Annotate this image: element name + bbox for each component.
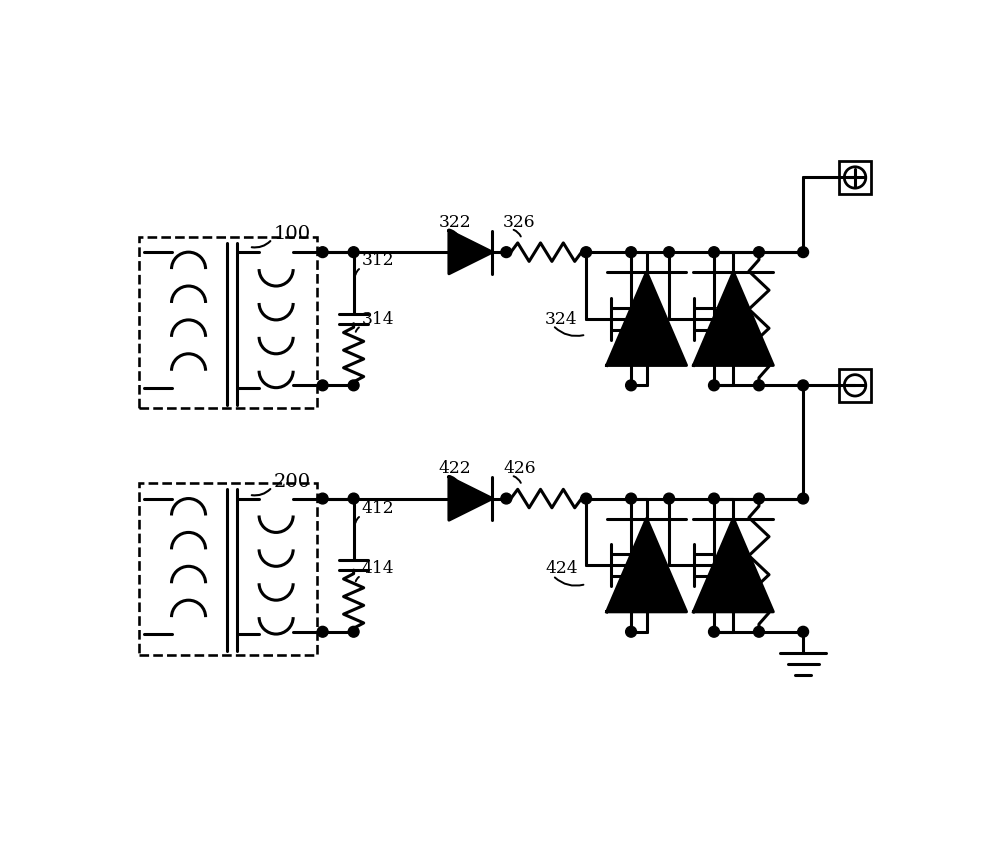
Circle shape [754, 626, 764, 638]
Text: 322: 322 [439, 213, 472, 230]
Circle shape [581, 246, 592, 258]
Text: 600: 600 [712, 555, 745, 572]
Text: 412: 412 [361, 500, 394, 517]
Circle shape [348, 493, 359, 504]
Circle shape [754, 380, 764, 391]
Circle shape [798, 380, 809, 391]
Circle shape [317, 380, 328, 391]
Circle shape [664, 493, 674, 504]
Polygon shape [607, 518, 686, 612]
Circle shape [501, 493, 512, 504]
Circle shape [581, 493, 592, 504]
Circle shape [664, 246, 674, 258]
Polygon shape [693, 518, 773, 612]
Text: 314: 314 [361, 311, 394, 328]
Circle shape [798, 246, 809, 258]
Circle shape [626, 246, 637, 258]
Circle shape [626, 626, 637, 638]
Bar [839, 162, 871, 194]
Polygon shape [693, 272, 773, 366]
Circle shape [709, 380, 719, 391]
Circle shape [709, 246, 719, 258]
Circle shape [754, 246, 764, 258]
Bar [839, 369, 871, 401]
Text: 100: 100 [274, 225, 311, 243]
Circle shape [626, 493, 637, 504]
Text: 426: 426 [503, 460, 536, 477]
Circle shape [317, 246, 328, 258]
Polygon shape [449, 477, 492, 520]
Text: 422: 422 [439, 460, 472, 477]
Circle shape [317, 626, 328, 638]
Text: 324: 324 [545, 311, 578, 328]
Text: 326: 326 [503, 213, 536, 230]
Text: 200: 200 [274, 473, 311, 491]
Circle shape [709, 626, 719, 638]
Text: 500: 500 [712, 306, 745, 323]
Circle shape [501, 246, 512, 258]
Text: 414: 414 [361, 560, 394, 577]
Text: 424: 424 [545, 560, 578, 577]
Circle shape [709, 493, 719, 504]
Circle shape [626, 380, 637, 391]
Circle shape [754, 493, 764, 504]
Text: 312: 312 [361, 252, 394, 269]
Polygon shape [607, 272, 686, 366]
Circle shape [348, 380, 359, 391]
Circle shape [798, 493, 809, 504]
Circle shape [798, 626, 809, 638]
Polygon shape [449, 230, 492, 274]
Circle shape [348, 626, 359, 638]
Circle shape [348, 246, 359, 258]
Circle shape [317, 493, 328, 504]
